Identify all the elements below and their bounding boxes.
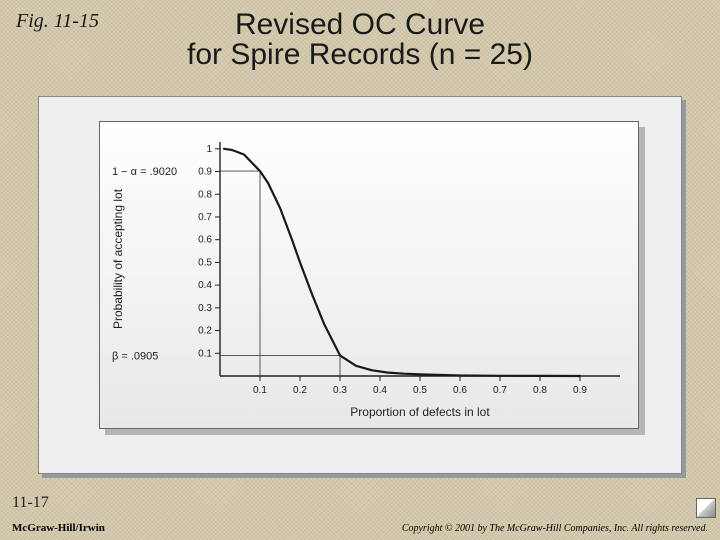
title-line-2: for Spire Records (n = 25) <box>0 38 720 72</box>
svg-text:β = .0905: β = .0905 <box>112 350 158 362</box>
svg-text:0.6: 0.6 <box>453 385 467 396</box>
svg-text:0.9: 0.9 <box>198 167 212 178</box>
page-title: Revised OC Curve for Spire Records (n = … <box>0 8 720 72</box>
svg-text:0.1: 0.1 <box>253 385 267 396</box>
svg-text:1: 1 <box>206 144 212 155</box>
chart-plot-area: 0.1 0.2 0.3 0.4 0.5 0.6 0.7 0.8 0.9 0.1 0.2 0.3 0.4 0… <box>99 121 639 429</box>
page-corner-decoration <box>696 498 716 518</box>
svg-text:0.5: 0.5 <box>413 385 427 396</box>
svg-text:0.3: 0.3 <box>333 385 347 396</box>
slide-number: 11-17 <box>12 494 49 512</box>
svg-text:Probability of accepting lot: Probability of accepting lot <box>111 188 125 329</box>
svg-text:0.4: 0.4 <box>198 280 212 291</box>
svg-text:Proportion of defects in lot: Proportion of defects in lot <box>350 405 490 419</box>
svg-text:0.1: 0.1 <box>198 348 212 359</box>
publisher-label: McGraw-Hill/Irwin <box>12 522 105 534</box>
svg-text:0.9: 0.9 <box>573 385 587 396</box>
svg-text:0.2: 0.2 <box>198 326 212 337</box>
svg-text:0.3: 0.3 <box>198 303 212 314</box>
title-line-1: Revised OC Curve <box>0 8 720 42</box>
oc-curve-chart: 0.1 0.2 0.3 0.4 0.5 0.6 0.7 0.8 0.9 0.1 0.2 0.3 0.4 0… <box>100 122 640 430</box>
svg-text:0.2: 0.2 <box>293 385 307 396</box>
svg-text:1 − α = .9020: 1 − α = .9020 <box>112 166 177 178</box>
svg-text:0.8: 0.8 <box>198 189 212 200</box>
svg-text:0.7: 0.7 <box>198 212 212 223</box>
svg-text:0.4: 0.4 <box>373 385 387 396</box>
chart-panel: 0.1 0.2 0.3 0.4 0.5 0.6 0.7 0.8 0.9 0.1 0.2 0.3 0.4 0… <box>38 96 682 474</box>
svg-text:0.6: 0.6 <box>198 235 212 246</box>
svg-text:0.5: 0.5 <box>198 257 212 268</box>
svg-text:0.7: 0.7 <box>493 385 507 396</box>
copyright-label: Copyright © 2001 by The McGraw-Hill Comp… <box>402 523 708 534</box>
svg-text:0.8: 0.8 <box>533 385 547 396</box>
